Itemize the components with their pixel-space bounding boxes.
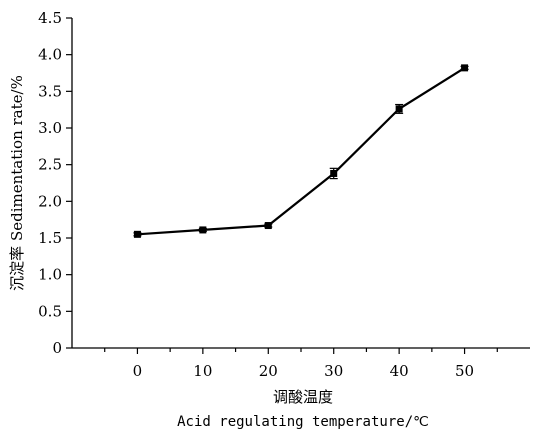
x-tick-label: 40 [390,362,409,380]
data-point [330,169,338,177]
y-tick-label: 2.0 [38,192,62,210]
y-axis-ticks: 0 0.5 1.0 1.5 2.0 2.5 3.0 3.5 4.0 4.5 [38,9,72,357]
y-tick-label: 1.5 [38,229,62,247]
y-tick-label: 1.0 [38,266,62,284]
x-tick-label: 20 [259,362,278,380]
x-tick-label: 0 [133,362,143,380]
x-axis-ticks: 0 10 20 30 40 50 [104,348,498,380]
data-point [461,64,469,72]
data-point [199,226,207,234]
y-tick-label: 4.5 [38,9,62,27]
x-tick-label: 50 [455,362,474,380]
x-axis-title-english: Acid regulating temperature/℃ [177,414,429,430]
y-tick-label: 4.0 [38,46,62,64]
y-tick-label: 2.5 [38,156,62,174]
x-axis-title-chinese: 调酸温度 [273,388,333,406]
y-tick-label: 3.0 [38,119,62,137]
y-tick-label: 3.5 [38,82,62,100]
series-line [137,66,466,236]
y-axis-title: 沉淀率 Sedimentation rate/% [8,75,26,291]
y-tick-label: 0.5 [38,302,62,320]
data-point [395,105,403,113]
x-tick-label: 10 [193,362,212,380]
x-tick-label: 30 [324,362,343,380]
data-point [133,230,141,238]
y-tick-label: 0 [52,339,62,357]
series-group [133,64,469,238]
data-point [264,222,272,230]
